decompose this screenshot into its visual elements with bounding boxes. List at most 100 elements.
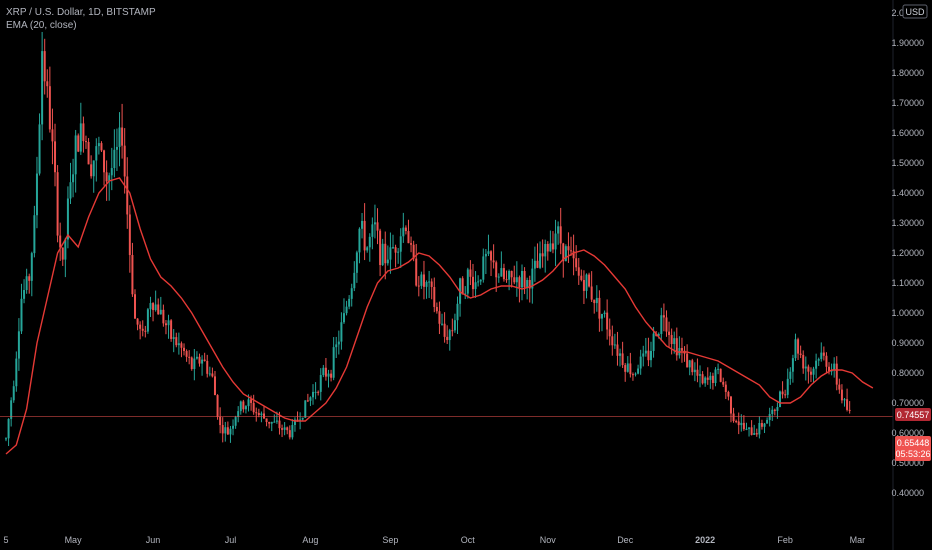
candle-body <box>515 277 518 283</box>
candle-body <box>12 386 15 401</box>
candle-body <box>771 409 774 415</box>
candle-body <box>134 294 136 319</box>
candle-body <box>244 406 247 410</box>
y-tick-label: 0.60000 <box>891 428 924 438</box>
y-tick-label: 1.20000 <box>891 248 924 258</box>
candle-body <box>190 357 193 370</box>
candle-body <box>113 149 116 169</box>
candle-body <box>760 423 763 427</box>
candle-body <box>159 309 162 315</box>
candle-body <box>139 324 142 329</box>
candles <box>5 31 851 446</box>
candle-body <box>126 176 129 215</box>
candle-body <box>825 355 828 367</box>
candle-body <box>188 356 191 358</box>
candle-body <box>342 313 345 323</box>
candle-body <box>299 419 302 421</box>
candle-body <box>456 303 459 321</box>
candle-body <box>717 368 720 370</box>
candle-body <box>56 172 59 236</box>
x-tick-label: 2022 <box>695 535 715 545</box>
candle-body <box>25 276 28 291</box>
symbol-title[interactable]: XRP / U.S. Dollar, 1D, BITSTAMP <box>6 7 156 18</box>
candle-body <box>742 422 745 430</box>
candle-body <box>766 419 769 424</box>
candle-body <box>110 168 113 176</box>
x-tick-label: Mar <box>850 535 866 545</box>
candle-body <box>453 320 456 331</box>
candle-body <box>585 274 588 291</box>
candle-body <box>286 427 289 431</box>
candle-body <box>776 407 779 411</box>
currency-badge-box[interactable] <box>902 4 928 19</box>
candle-body <box>337 341 340 345</box>
candle-body <box>20 298 23 332</box>
candle-body <box>175 337 178 346</box>
candle-body <box>835 363 838 385</box>
candle-body <box>608 329 611 337</box>
candle-body <box>828 366 831 372</box>
candle-body <box>157 304 160 315</box>
candle-body <box>252 402 255 413</box>
candle-body <box>330 373 333 378</box>
candle-body <box>87 141 90 165</box>
candle-body <box>737 421 740 426</box>
y-tick-label: 1.80000 <box>891 68 924 78</box>
candle-body <box>820 352 823 360</box>
candle-body <box>363 220 366 251</box>
candle-body <box>314 391 317 393</box>
candle-body <box>706 377 709 380</box>
time-axis[interactable]: 5 May Jun Jul Aug Sep Oct Nov Dec 2022 Feb Mar <box>3 535 865 545</box>
candle-body <box>232 425 235 429</box>
candle-body <box>719 368 722 382</box>
y-tick-label: 0.50000 <box>891 458 924 468</box>
candle-body <box>268 422 271 424</box>
candle-body <box>464 293 467 295</box>
candle-body <box>526 280 529 288</box>
y-tick-label: 0.90000 <box>891 338 924 348</box>
candle-body <box>797 339 800 354</box>
candle-body <box>562 243 565 262</box>
candle-body <box>41 51 44 125</box>
candle-body <box>350 288 353 299</box>
candle-body <box>301 417 304 420</box>
candle-body <box>149 303 152 310</box>
candle-body <box>353 272 356 289</box>
candle-body <box>642 353 645 357</box>
y-tick-label: 1.70000 <box>891 98 924 108</box>
candle-body <box>170 320 173 339</box>
candle-body <box>335 344 338 348</box>
x-tick-label: Sep <box>382 535 398 545</box>
candle-body <box>296 419 299 421</box>
candle-body <box>392 247 394 249</box>
candle-body <box>830 370 833 372</box>
candle-body <box>327 373 330 377</box>
candle-body <box>557 226 560 234</box>
currency-badge[interactable]: USD <box>902 4 928 19</box>
candle-body <box>428 281 431 283</box>
plot-area[interactable] <box>0 31 893 455</box>
candle-body <box>77 135 80 152</box>
candle-body <box>23 290 26 299</box>
candle-body <box>319 375 322 392</box>
candle-body <box>490 251 493 261</box>
candle-body <box>598 297 601 319</box>
y-tick-label: 1.10000 <box>891 278 924 288</box>
candle-body <box>304 400 307 418</box>
candle-body <box>43 51 46 82</box>
indicator-label[interactable]: EMA (20, close) <box>6 20 77 31</box>
candle-body <box>699 374 702 376</box>
candle-body <box>600 314 603 319</box>
candle-body <box>97 143 100 147</box>
candle-body <box>247 399 250 407</box>
x-tick-label: Jun <box>146 535 161 545</box>
x-tick-label: Jul <box>225 535 237 545</box>
currency-badge-label[interactable]: USD <box>905 7 925 17</box>
candle-body <box>670 335 673 345</box>
ema-line[interactable] <box>5 177 874 455</box>
candle-body <box>340 322 343 342</box>
candle-body <box>843 399 846 401</box>
candle-body <box>740 422 743 426</box>
candle-body <box>115 146 118 150</box>
